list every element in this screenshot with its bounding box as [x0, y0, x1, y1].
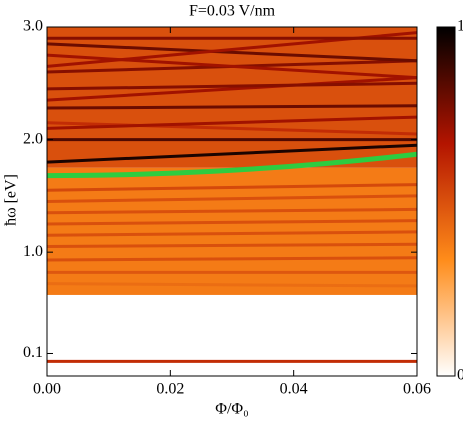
- plot-frame: [46, 26, 418, 377]
- band-line: [47, 53, 417, 80]
- band-line: [47, 282, 417, 288]
- colorbar-tick-label: 0: [457, 367, 463, 384]
- band-line: [47, 183, 417, 192]
- band-line: [47, 143, 417, 164]
- band-line: [47, 115, 417, 130]
- y-tick-label: 1.0: [23, 243, 43, 260]
- y-axis-label: ħω [eV]: [3, 174, 20, 226]
- band-line: [47, 81, 417, 91]
- y-tick-label: 3.0: [23, 18, 43, 35]
- band-line: [47, 104, 417, 110]
- highlight-line: [47, 151, 417, 179]
- x-tick-label: 0.02: [156, 381, 184, 398]
- x-tick-label: 0.06: [403, 381, 431, 398]
- x-tick-label: 0.00: [33, 381, 61, 398]
- band-line: [47, 219, 417, 226]
- band-line: [47, 230, 417, 237]
- x-axis-label: Φ/Φ₀: [215, 401, 248, 418]
- band-line: [47, 76, 417, 102]
- band-line: [47, 42, 417, 63]
- band-line: [47, 121, 417, 136]
- band-line: [47, 256, 417, 262]
- x-tick-label: 0.04: [280, 381, 308, 398]
- band-line: [47, 207, 417, 215]
- plot-area: [47, 27, 417, 363]
- y-tick-label: 0.1: [23, 344, 43, 361]
- colorbar: [436, 26, 456, 377]
- colorbar-tick-label: 1: [457, 18, 463, 35]
- band-line: [47, 194, 417, 203]
- band-line: [47, 242, 417, 249]
- chart-title: F=0.03 V/nm: [189, 3, 276, 20]
- y-tick-label: 2.0: [23, 130, 43, 147]
